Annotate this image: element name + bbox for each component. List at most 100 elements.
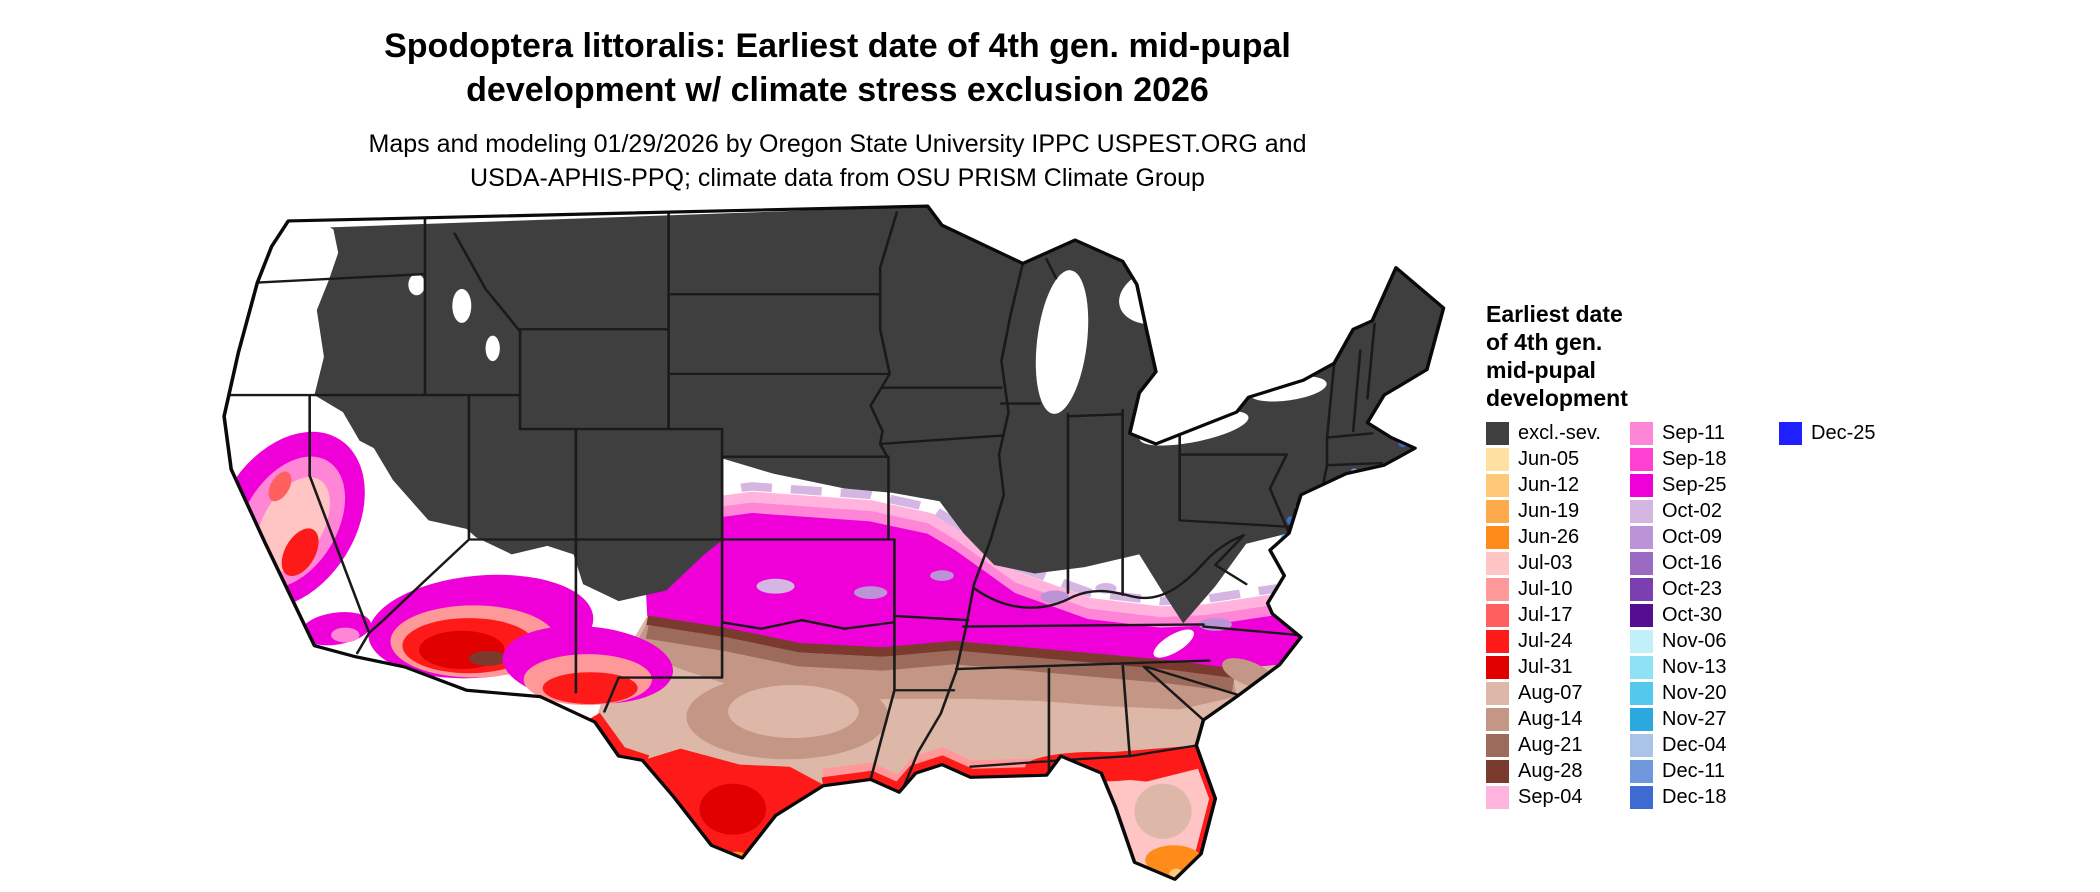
legend-label: Nov-27 — [1662, 707, 1727, 730]
legend-swatch-jul10 — [1486, 577, 1509, 601]
legend-swatch-oct09 — [1630, 525, 1653, 549]
legend-column-2: Sep-11 Sep-18 Sep-25 Oct-02 Oct-09 Oct-16 Oct-… — [1630, 420, 1727, 810]
region-south-texas-deep-red — [699, 783, 767, 835]
region-appalachian-white — [1153, 629, 1194, 658]
legend-item: Sep-18 — [1630, 446, 1727, 472]
legend-label: Nov-20 — [1662, 681, 1727, 704]
region-florida-center-tan — [1134, 783, 1192, 839]
legend-label: Oct-23 — [1662, 577, 1723, 600]
legend-label: Jun-26 — [1518, 525, 1580, 548]
legend-item: Jun-05 — [1486, 446, 1601, 472]
legend-item: Jun-12 — [1486, 472, 1601, 498]
legend-swatch-sep11 — [1630, 421, 1653, 445]
legend-item: Jul-10 — [1486, 576, 1601, 602]
legend-swatch-nov27 — [1630, 707, 1653, 731]
legend-swatch-sep18 — [1630, 447, 1653, 471]
state-borders — [227, 207, 1384, 794]
legend-swatch-sep04 — [1486, 785, 1509, 809]
legend-swatch-aug28 — [1486, 759, 1509, 783]
legend-item: Jul-03 — [1486, 550, 1601, 576]
legend-swatch-dec04 — [1630, 733, 1653, 757]
legend-label: Sep-25 — [1662, 473, 1727, 496]
region-rockies-white — [408, 274, 425, 296]
legend-column-1: excl.-sev. Jun-05 Jun-12 Jun-19 Jun-26 Jul-03… — [1486, 420, 1601, 810]
header: Spodoptera littoralis: Earliest date of … — [0, 24, 1675, 196]
legend-label: Dec-04 — [1662, 733, 1727, 756]
region-purple-speck — [756, 578, 795, 594]
legend-label: Sep-18 — [1662, 447, 1727, 470]
legend-item: Jul-24 — [1486, 628, 1601, 654]
legend-label: Dec-11 — [1662, 759, 1725, 782]
legend-swatch-aug07 — [1486, 681, 1509, 705]
legend-swatch-sep25 — [1630, 473, 1653, 497]
legend-label: Oct-09 — [1662, 525, 1723, 548]
region-riogrande-red — [589, 712, 650, 766]
legend-item: Dec-11 — [1630, 758, 1727, 784]
region-magenta-band — [642, 507, 1301, 670]
legend-item: Jun-19 — [1486, 498, 1601, 524]
legend-swatch-oct02 — [1630, 499, 1653, 523]
legend-swatch-aug14 — [1486, 707, 1509, 731]
region-rockies-white — [452, 288, 472, 323]
legend-swatch-jun26 — [1486, 525, 1509, 549]
legend-swatch-jun19 — [1486, 499, 1509, 523]
region-az-brown — [468, 650, 507, 666]
legend-swatch-nov06 — [1630, 629, 1653, 653]
legend-item: excl.-sev. — [1486, 420, 1601, 446]
legend-item: Oct-30 — [1630, 602, 1727, 628]
legend-item: Jul-17 — [1486, 602, 1601, 628]
legend-label: Aug-14 — [1518, 707, 1583, 730]
legend-item: Dec-25 — [1779, 420, 1875, 446]
legend-label: Sep-11 — [1662, 421, 1726, 444]
legend-label: Jul-03 — [1518, 551, 1573, 574]
legend-label: Aug-07 — [1518, 681, 1583, 704]
legend-label: Nov-06 — [1662, 629, 1727, 652]
legend-label: Jul-24 — [1518, 629, 1573, 652]
legend-item: Jun-26 — [1486, 524, 1601, 550]
legend-swatch-nov13 — [1630, 655, 1653, 679]
legend-item: Oct-16 — [1630, 550, 1727, 576]
legend-label: Oct-02 — [1662, 499, 1723, 522]
legend-swatch-dec18 — [1630, 785, 1653, 809]
legend-swatch-oct23 — [1630, 577, 1653, 601]
legend-label: Nov-13 — [1662, 655, 1727, 678]
legend-item: Aug-21 — [1486, 732, 1601, 758]
legend-label: Jun-19 — [1518, 499, 1580, 522]
region-purple-speck — [1040, 590, 1070, 604]
legend-item: Nov-13 — [1630, 654, 1727, 680]
legend-item: Sep-04 — [1486, 784, 1601, 810]
region-rockies-white — [485, 335, 500, 362]
us-map-svg — [222, 204, 1446, 882]
legend-item: Oct-09 — [1630, 524, 1727, 550]
legend-item: Aug-28 — [1486, 758, 1601, 784]
legend-label: Jun-12 — [1518, 473, 1580, 496]
region-socal-pink — [331, 627, 360, 643]
map-title: Spodoptera littoralis: Earliest date of … — [384, 27, 1291, 110]
legend-item: Nov-20 — [1630, 680, 1727, 706]
legend-swatch-jul17 — [1486, 603, 1509, 627]
legend-label: excl.-sev. — [1518, 421, 1601, 444]
legend-label: Jul-10 — [1518, 577, 1573, 600]
map-attribution: Maps and modeling 01/29/2026 by Oregon S… — [368, 130, 1307, 193]
legend-swatch-oct16 — [1630, 551, 1653, 575]
legend-swatch-nov20 — [1630, 681, 1653, 705]
legend-swatch-excl — [1486, 421, 1509, 445]
legend-item: Aug-07 — [1486, 680, 1601, 706]
legend-item: Sep-11 — [1630, 420, 1727, 446]
legend-column-3: Dec-25 — [1779, 420, 1875, 446]
region-nm-red — [542, 672, 638, 705]
legend-swatch-dec11 — [1630, 759, 1653, 783]
region-ca-valley-red — [281, 528, 319, 577]
legend-item: Dec-04 — [1630, 732, 1727, 758]
lake-michigan — [1035, 270, 1089, 414]
legend-swatch-jul03 — [1486, 551, 1509, 575]
legend-item: Nov-06 — [1630, 628, 1727, 654]
legend-label: Oct-16 — [1662, 551, 1723, 574]
legend-label: Jul-17 — [1518, 603, 1573, 626]
legend-swatch-aug21 — [1486, 733, 1509, 757]
legend-label: Aug-21 — [1518, 733, 1583, 756]
region-ca-red-spot — [268, 471, 292, 502]
legend-swatch-jun12 — [1486, 473, 1509, 497]
legend-item: Oct-02 — [1630, 498, 1727, 524]
legend-item: Dec-18 — [1630, 784, 1727, 810]
